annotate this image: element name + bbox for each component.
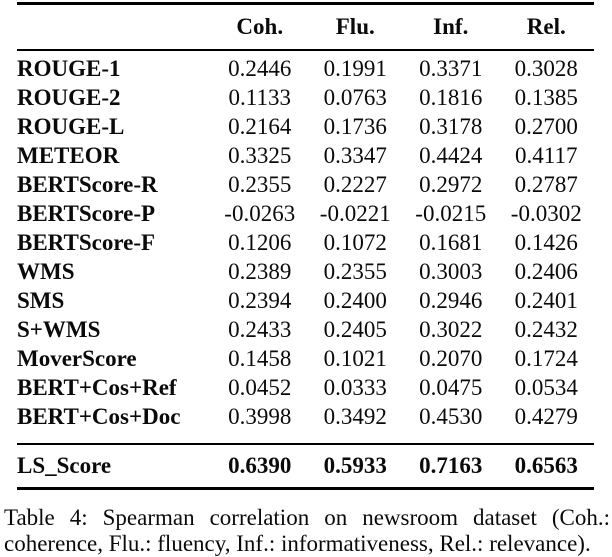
cell-value: 0.1736 [323, 113, 387, 139]
table-row-swms: S+WMS 0.2433 0.2405 0.3022 0.2432 [17, 315, 594, 344]
cell-value: 0.2787 [514, 171, 578, 197]
cell-value: 0.3028 [514, 55, 578, 81]
row-label: WMS [17, 258, 75, 284]
table-row-rougel: ROUGE-L 0.2164 0.1736 0.3178 0.2700 [17, 112, 594, 141]
column-header-flu: Flu. [335, 14, 375, 39]
table-mid-rule [17, 443, 594, 445]
cell-value: -0.0302 [510, 200, 582, 226]
row-label: LS_Score [17, 453, 112, 478]
cell-value: 0.3178 [419, 113, 483, 139]
cell-value: 0.1681 [419, 229, 483, 255]
column-header-inf: Inf. [433, 14, 469, 39]
table-row-wms: WMS 0.2389 0.2355 0.3003 0.2406 [17, 257, 594, 286]
cell-value: 0.4279 [514, 403, 578, 429]
table-row-rouge2: ROUGE-2 0.1133 0.0763 0.1816 0.1385 [17, 83, 594, 112]
cell-value: 0.2700 [514, 113, 578, 139]
cell-value: 0.2070 [419, 345, 483, 371]
cell-value: -0.0263 [224, 200, 296, 226]
table-row-bertscore-f: BERTScore-F 0.1206 0.1072 0.1681 0.1426 [17, 228, 594, 257]
table-top-rule [17, 2, 594, 5]
cell-value: 0.0475 [419, 374, 483, 400]
cell-value: 0.4424 [419, 142, 483, 168]
row-label: ROUGE-2 [17, 84, 121, 110]
row-label: BERT+Cos+Doc [17, 403, 181, 429]
cell-value: -0.0215 [415, 200, 487, 226]
cell-value: 0.2401 [514, 287, 578, 313]
cell-value: 0.2405 [323, 316, 387, 342]
row-label: BERT+Cos+Ref [17, 374, 177, 400]
row-label: METEOR [17, 142, 120, 168]
cell-value: 0.3325 [228, 142, 292, 168]
row-label: BERTScore-R [17, 171, 158, 197]
cell-value: 0.3347 [323, 142, 387, 168]
cell-value: 0.3998 [228, 403, 292, 429]
column-header-rel: Rel. [526, 14, 566, 39]
table-row-moverscore: MoverScore 0.1458 0.1021 0.2070 0.1724 [17, 344, 594, 373]
cell-value: 0.2946 [419, 287, 483, 313]
table-row-bert-cos-ref: BERT+Cos+Ref 0.0452 0.0333 0.0475 0.0534 [17, 373, 594, 402]
cell-value: 0.2394 [228, 287, 292, 313]
row-label: ROUGE-1 [17, 55, 121, 81]
cell-value: 0.2164 [228, 113, 292, 139]
cell-value: 0.3492 [323, 403, 387, 429]
table-header-rule [17, 49, 594, 51]
cell-value: 0.2433 [228, 316, 292, 342]
cell-value: 0.1133 [228, 84, 291, 110]
cell-value: 0.2355 [323, 258, 387, 284]
cell-value: 0.1816 [419, 84, 483, 110]
cell-value: 0.1724 [514, 345, 578, 371]
row-label: ROUGE-L [17, 113, 125, 139]
cell-value: 0.3022 [419, 316, 483, 342]
cell-value: 0.2389 [228, 258, 292, 284]
cell-value: 0.1385 [514, 84, 578, 110]
cell-value: 0.2432 [514, 316, 578, 342]
table-row-bertscore-r: BERTScore-R 0.2355 0.2227 0.2972 0.2787 [17, 170, 594, 199]
cell-value: 0.0763 [323, 84, 387, 110]
table-body: ROUGE-1 0.2446 0.1991 0.3371 0.3028 ROUG… [17, 51, 594, 431]
cell-value: 0.7163 [419, 453, 483, 478]
cell-value: 0.6563 [514, 453, 578, 478]
cell-value: 0.4117 [515, 142, 578, 168]
cell-value: 0.3003 [419, 258, 483, 284]
cell-value: 0.5933 [323, 453, 387, 478]
table-header-row: Coh. Flu. Inf. Rel. [17, 5, 594, 49]
cell-value: 0.1426 [514, 229, 578, 255]
cell-value: -0.0221 [319, 200, 391, 226]
cell-value: 0.0534 [514, 374, 578, 400]
cell-value: 0.2446 [228, 55, 292, 81]
table-row-ls-score: LS_Score 0.6390 0.5933 0.7163 0.6563 [17, 445, 594, 487]
cell-value: 0.2400 [323, 287, 387, 313]
cell-value: 0.0452 [228, 374, 292, 400]
row-label: MoverScore [17, 345, 137, 371]
table-row-sms: SMS 0.2394 0.2400 0.2946 0.2401 [17, 286, 594, 315]
cell-value: 0.2972 [419, 171, 483, 197]
cell-value: 0.4530 [419, 403, 483, 429]
column-header-coh: Coh. [236, 14, 284, 39]
correlation-table: Coh. Flu. Inf. Rel. ROUGE-1 0.2446 0.199… [17, 2, 594, 490]
row-label: BERTScore-F [17, 229, 156, 255]
row-label: BERTScore-P [17, 200, 156, 226]
cell-value: 0.0333 [323, 374, 387, 400]
cell-value: 0.2355 [228, 171, 292, 197]
cell-value: 0.6390 [228, 453, 292, 478]
table-caption: Table 4: Spearman correlation on newsroo… [4, 505, 610, 556]
paper-page: { "table": { "columns": ["Coh.", "Flu.",… [4, 2, 610, 556]
cell-value: 0.2406 [514, 258, 578, 284]
row-label: S+WMS [17, 316, 101, 342]
cell-value: 0.2227 [323, 171, 387, 197]
table-row-bertscore-p: BERTScore-P -0.0263 -0.0221 -0.0215 -0.0… [17, 199, 594, 228]
cell-value: 0.1021 [323, 345, 387, 371]
cell-value: 0.1991 [323, 55, 387, 81]
cell-value: 0.1458 [228, 345, 292, 371]
cell-value: 0.3371 [419, 55, 483, 81]
row-label: SMS [17, 287, 65, 313]
cell-value: 0.1206 [228, 229, 292, 255]
cell-value: 0.1072 [323, 229, 387, 255]
table-row-bert-cos-doc: BERT+Cos+Doc 0.3998 0.3492 0.4530 0.4279 [17, 402, 594, 431]
table-bottom-rule [17, 487, 594, 490]
table-row-rouge1: ROUGE-1 0.2446 0.1991 0.3371 0.3028 [17, 54, 594, 83]
table-row-meteor: METEOR 0.3325 0.3347 0.4424 0.4117 [17, 141, 594, 170]
